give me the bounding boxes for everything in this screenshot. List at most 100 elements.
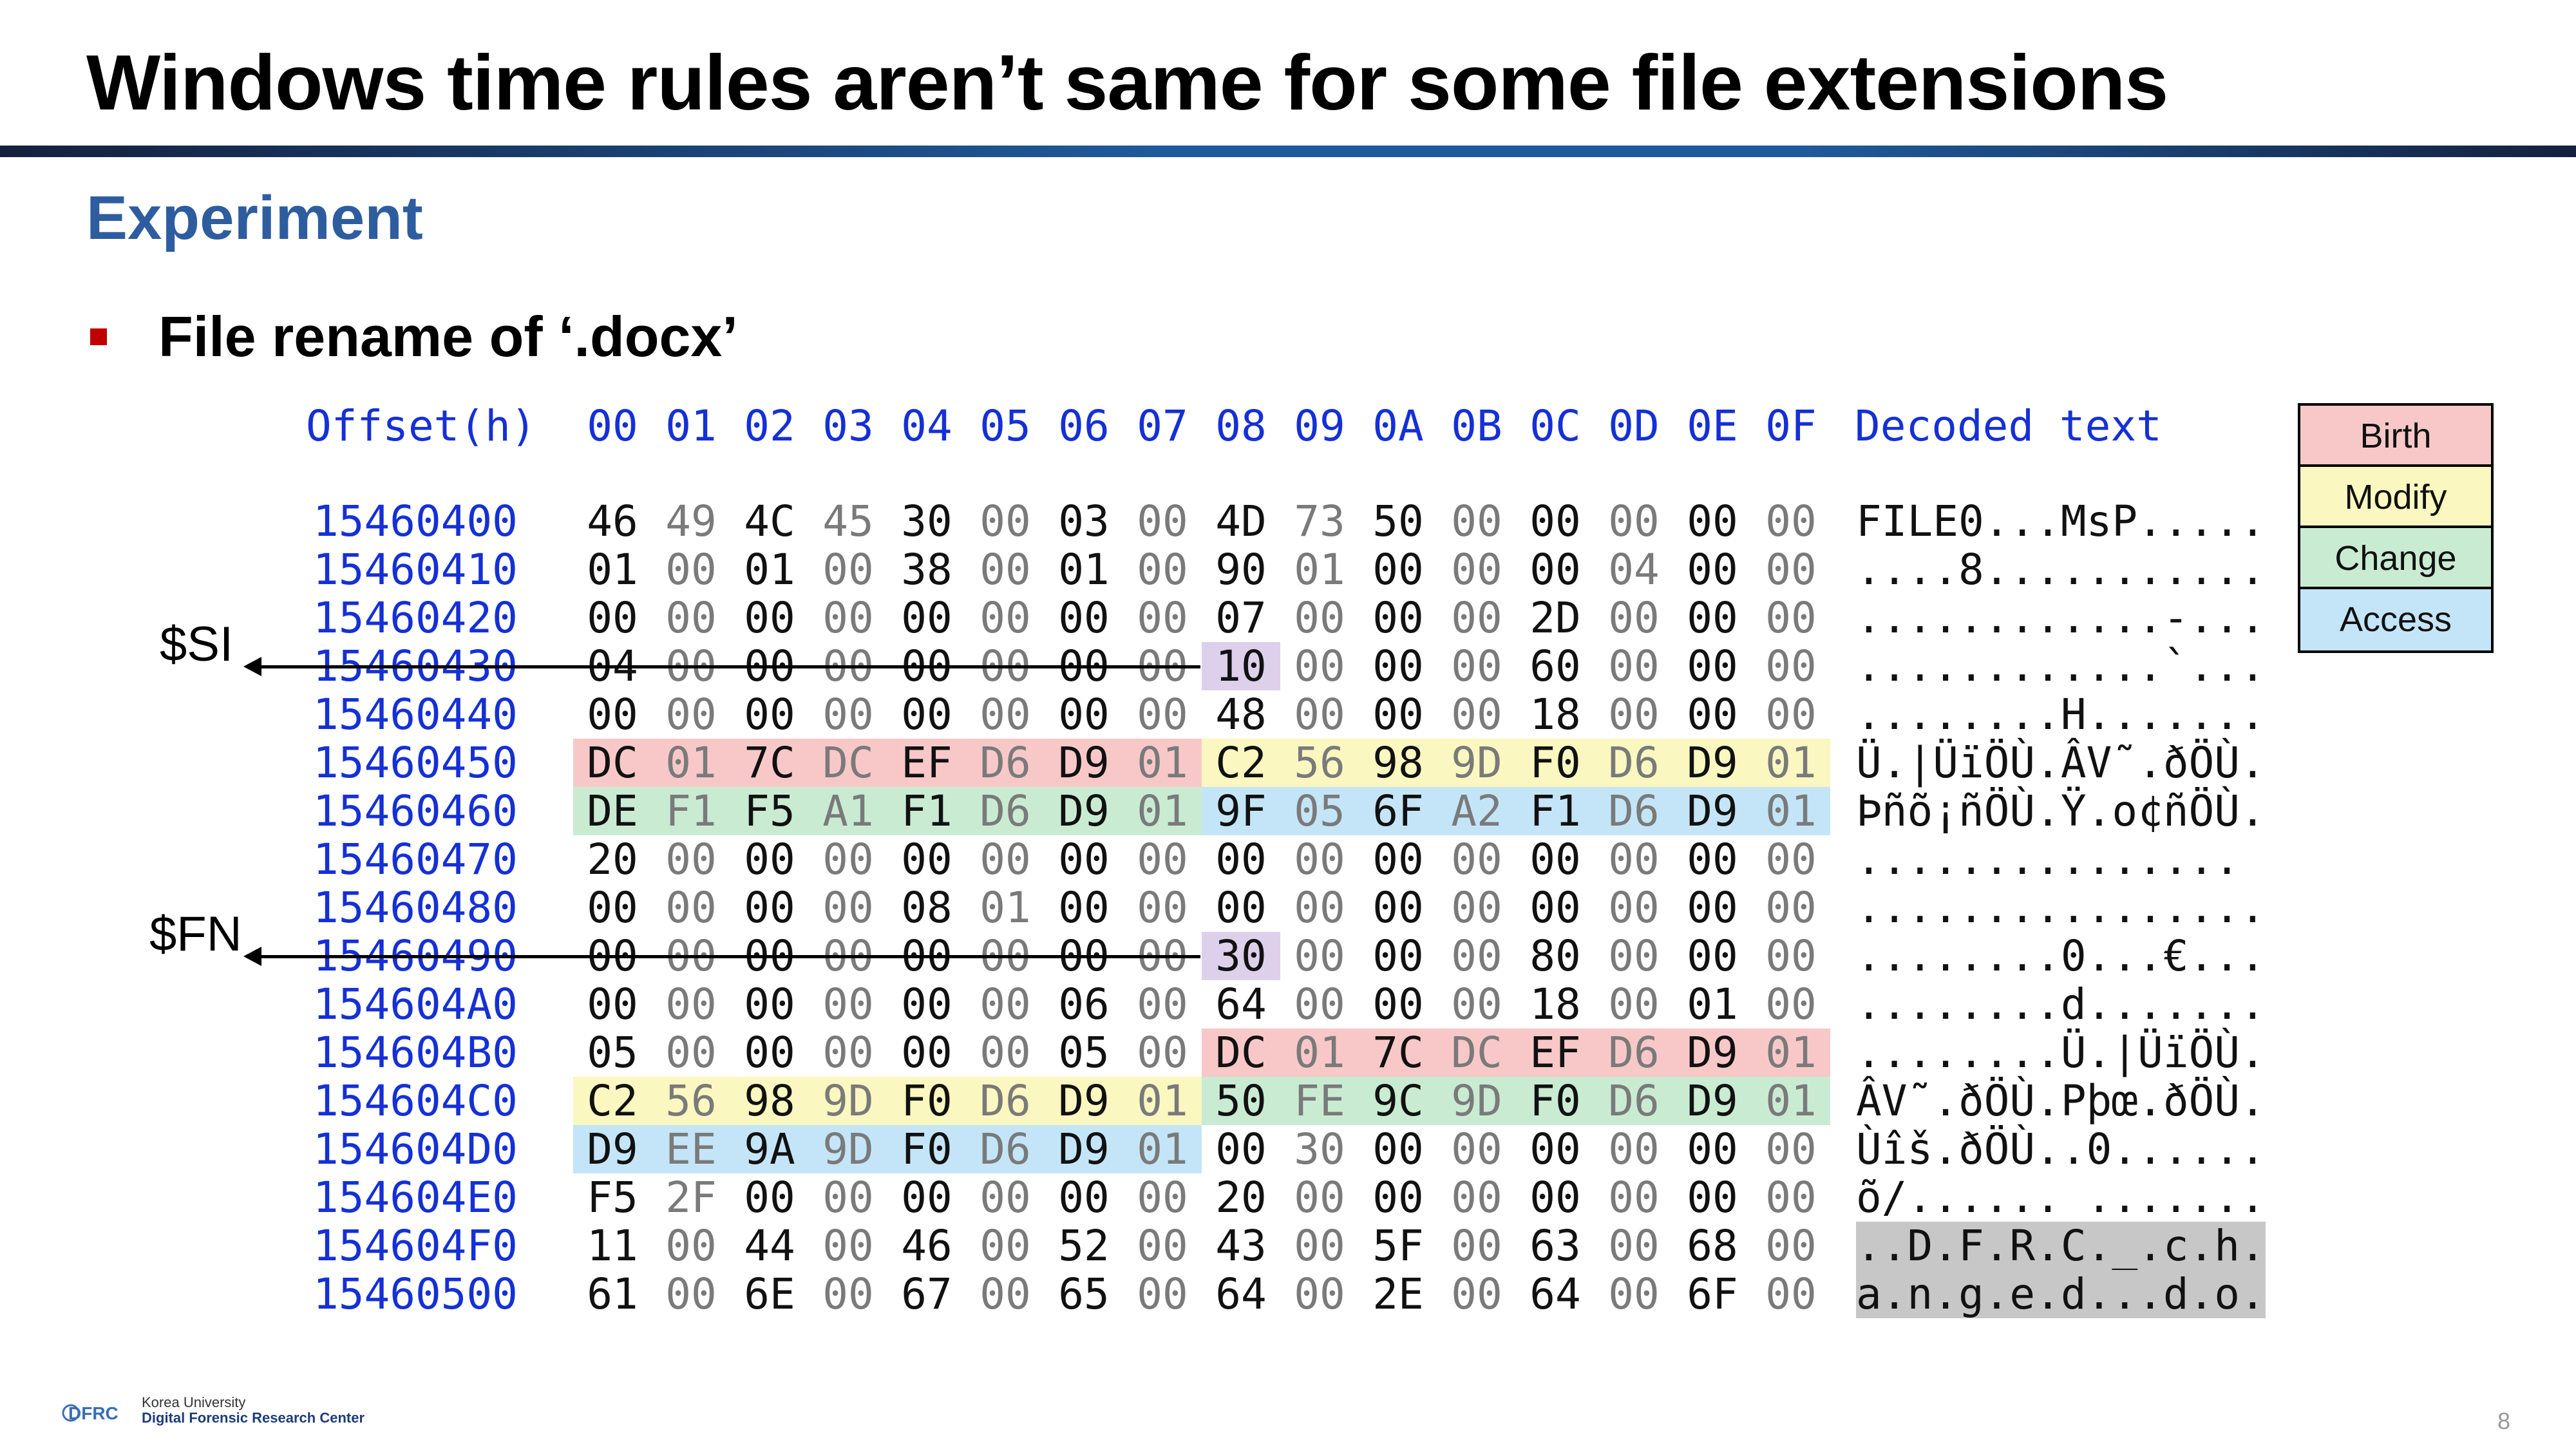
hex-byte: 00 <box>1294 1269 1345 1319</box>
hex-byte: 11 <box>587 1221 638 1271</box>
hex-byte: 56 <box>1280 739 1359 787</box>
decoded-text: õ/...... ....... <box>1856 1173 2266 1222</box>
hex-byte: 00 <box>1765 1221 1817 1271</box>
hex-byte: 00 <box>1765 980 1817 1029</box>
hex-byte: D6 <box>1595 1077 1673 1125</box>
hex-byte: 00 <box>1530 497 1581 546</box>
hex-byte: 00 <box>1608 1124 1660 1174</box>
hex-byte: D6 <box>966 739 1045 787</box>
hex-byte: D9 <box>1673 787 1752 835</box>
hex-byte: 00 <box>665 690 717 739</box>
hex-byte: 03 <box>1058 497 1110 546</box>
hex-byte: 30 <box>1294 1124 1345 1174</box>
hex-byte: 00 <box>822 1028 874 1077</box>
hex-byte: 00 <box>822 1173 874 1222</box>
hex-byte: 07 <box>1215 593 1267 643</box>
hex-byte: 05 <box>587 1028 638 1077</box>
slide-title: Windows time rules aren’t same for some … <box>86 39 2168 126</box>
hex-byte: 18 <box>1530 980 1581 1029</box>
hex-byte: F5 <box>587 1173 638 1222</box>
row-offset: 154604C0 <box>313 1076 518 1126</box>
decoded-text: ............-... <box>1856 593 2266 643</box>
hex-byte: 38 <box>901 545 952 594</box>
hex-byte: 05 <box>1280 787 1359 835</box>
hex-byte: 00 <box>1137 1173 1188 1222</box>
hex-byte: 00 <box>1765 593 1817 643</box>
hex-byte: F1 <box>1516 787 1595 835</box>
hex-byte: 06 <box>1058 980 1110 1029</box>
hex-byte: 00 <box>1137 593 1188 643</box>
legend-item-modify: Modify <box>2300 467 2491 528</box>
hex-byte: 00 <box>1765 1269 1817 1319</box>
hex-byte: 4D <box>1215 497 1267 546</box>
decoded-text: Þñõ¡ñÖÙ.Ÿ.o¢ñÖÙ. <box>1856 786 2266 836</box>
hex-byte: 00 <box>587 690 638 739</box>
org-line-1: Korea University <box>142 1394 246 1410</box>
hex-byte: 65 <box>1058 1269 1110 1319</box>
hex-byte: 00 <box>1451 1124 1502 1174</box>
hex-byte: 00 <box>1058 1173 1110 1222</box>
hex-byte: 00 <box>1608 1221 1660 1271</box>
hex-byte: 00 <box>665 1221 717 1271</box>
hex-byte: 48 <box>1215 690 1267 739</box>
hex-byte: D9 <box>1673 1028 1752 1077</box>
column-header: 0D <box>1608 401 1660 451</box>
organization-name: Korea University Digital Forensic Resear… <box>142 1395 365 1426</box>
hex-byte: D9 <box>1673 739 1752 787</box>
column-header: 04 <box>901 401 952 451</box>
si-strike-line <box>258 665 1200 668</box>
hex-byte: 00 <box>744 1173 795 1222</box>
row-offset: 154604D0 <box>313 1124 518 1174</box>
hex-byte: 9D <box>809 1125 887 1173</box>
hex-byte: 64 <box>1215 1269 1267 1319</box>
hex-byte: 52 <box>1058 1221 1110 1271</box>
hex-byte: 00 <box>822 593 874 643</box>
hex-byte: 00 <box>1687 593 1738 643</box>
hex-byte: 61 <box>587 1269 638 1319</box>
hex-byte: 01 <box>1123 1077 1202 1125</box>
hex-byte: 04 <box>1608 545 1660 594</box>
hex-byte: 00 <box>1687 497 1738 546</box>
hex-byte: C2 <box>1202 739 1280 787</box>
bullet-square-icon <box>90 328 107 345</box>
hex-byte: 00 <box>1058 593 1110 643</box>
hex-byte: 2F <box>665 1173 717 1222</box>
hex-byte: 00 <box>1294 690 1345 739</box>
column-header: 0C <box>1530 401 1581 451</box>
decoded-text: ................ <box>1856 883 2266 933</box>
hex-byte: 00 <box>1137 1221 1188 1271</box>
hex-byte: 00 <box>901 835 952 884</box>
hex-byte: 00 <box>822 835 874 884</box>
hex-byte: 00 <box>1687 883 1738 933</box>
hex-byte: 00 <box>1058 690 1110 739</box>
hex-byte: 01 <box>1058 545 1110 594</box>
hex-byte: 00 <box>1608 980 1660 1029</box>
hex-byte: 00 <box>1372 641 1424 691</box>
decoded-text: Ùîš.ðÖÙ..0...... <box>1856 1124 2266 1174</box>
hex-byte: 00 <box>1765 690 1817 739</box>
hex-byte: 9F <box>1202 787 1280 835</box>
offset-header: Offset(h) <box>306 401 536 451</box>
column-header: 0A <box>1372 401 1424 451</box>
hex-byte: D9 <box>573 1125 652 1173</box>
decoded-text-header: Decoded text <box>1855 401 2162 451</box>
hex-byte: 00 <box>1137 1028 1188 1077</box>
hex-byte: 00 <box>1608 931 1660 981</box>
hex-byte: 00 <box>744 980 795 1029</box>
hex-byte: F1 <box>652 787 730 835</box>
decoded-text: ........d....... <box>1856 980 2266 1029</box>
hex-byte: 00 <box>1294 980 1345 1029</box>
hex-byte: 00 <box>1765 545 1817 594</box>
hex-byte: 9D <box>1437 1077 1516 1125</box>
hex-byte: F0 <box>887 1125 966 1173</box>
hex-byte: DC <box>1202 1028 1280 1077</box>
hex-byte: 00 <box>1215 1124 1267 1174</box>
hex-byte: DC <box>1437 1028 1516 1077</box>
hex-byte: 00 <box>822 1269 874 1319</box>
hex-byte: 00 <box>1530 1124 1581 1174</box>
hex-byte: 00 <box>1530 883 1581 933</box>
hex-byte: 00 <box>744 835 795 884</box>
hex-byte: F0 <box>887 1077 966 1125</box>
column-header: 08 <box>1215 401 1267 451</box>
hex-byte: 00 <box>1294 1221 1345 1271</box>
